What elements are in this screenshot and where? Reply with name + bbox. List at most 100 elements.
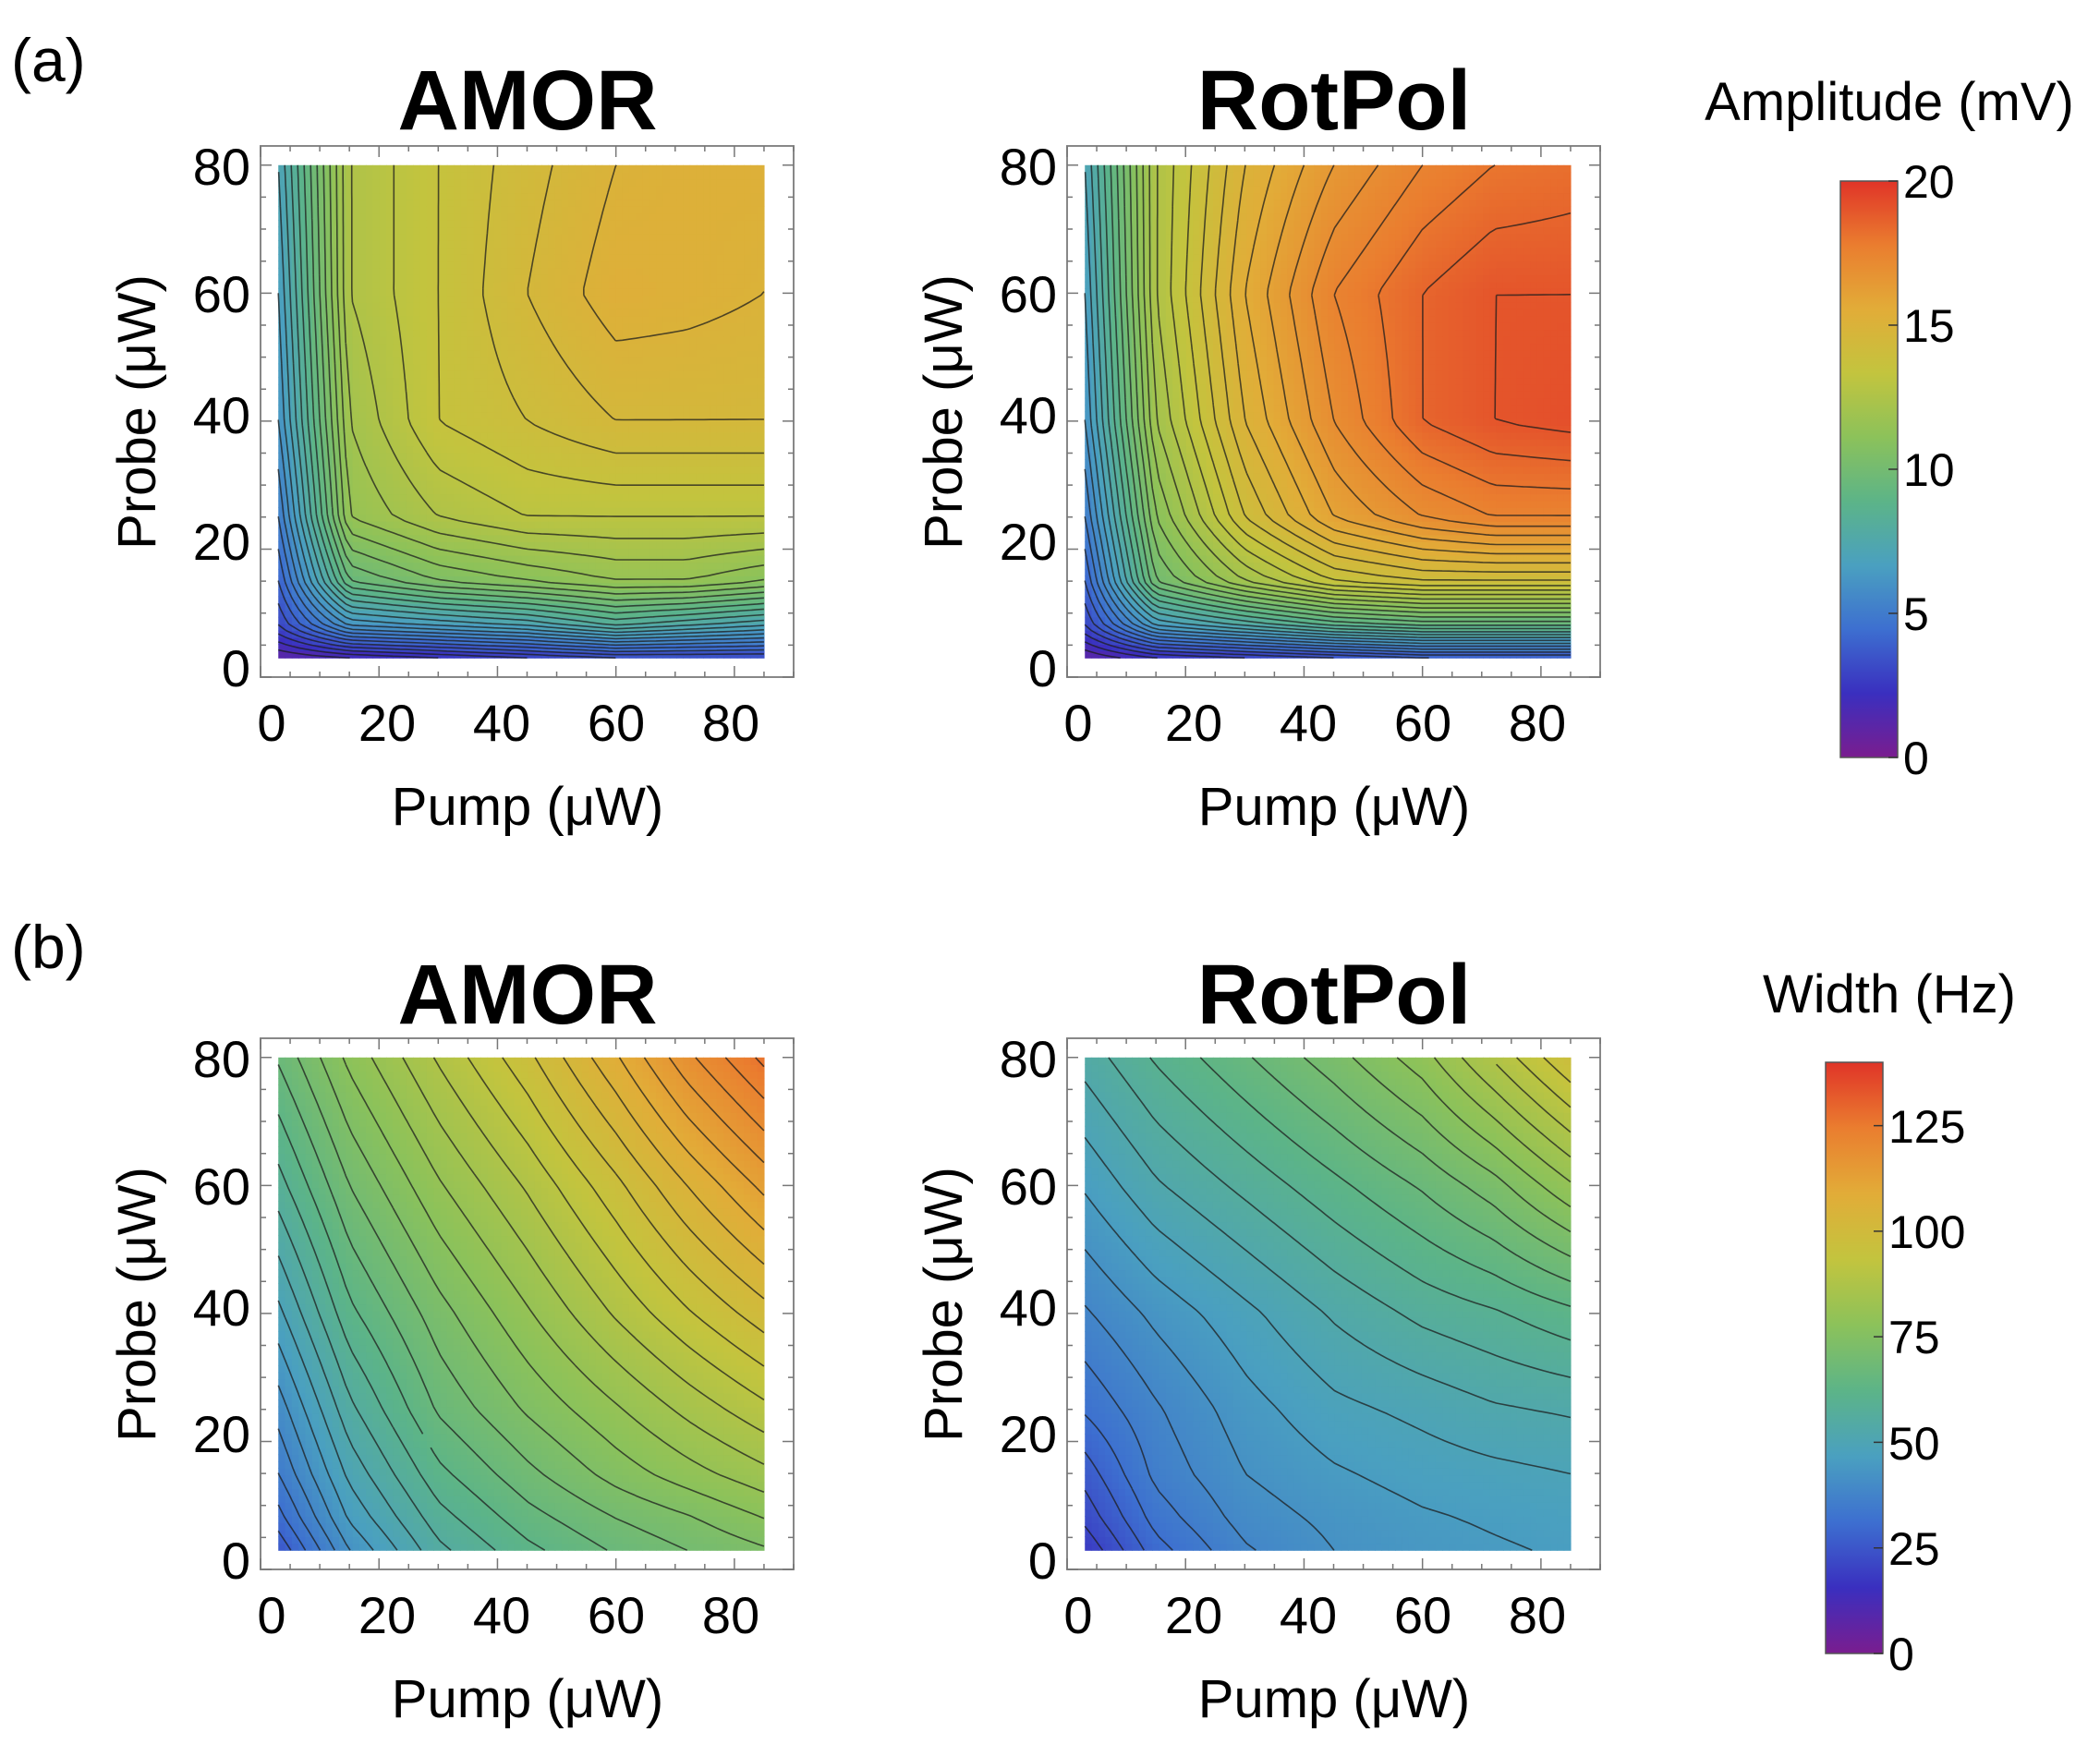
heatmap-cell [352,281,360,289]
heatmap-cell [615,349,624,357]
heatmap-cell [710,562,718,570]
heatmap-cell [419,582,428,590]
heatmap-cell [419,527,428,536]
heatmap-cell [601,260,610,269]
heatmap-cell [426,274,434,283]
heatmap-cell [723,507,732,515]
heatmap-cell [460,192,468,200]
heatmap-cell [480,329,489,337]
heatmap-cell [676,602,684,611]
heatmap-cell [649,418,657,426]
heatmap-cell [615,555,624,563]
heatmap-cell [744,602,751,611]
heatmap-cell [278,630,286,638]
heatmap-cell [433,624,442,632]
heatmap-cell [440,315,448,323]
heatmap-cell [609,274,616,283]
heatmap-cell [298,186,307,194]
heatmap-cell [730,322,738,331]
heatmap-cell [689,391,698,399]
heatmap-cell [710,233,718,241]
heatmap-cell [487,315,495,323]
heatmap-cell [561,487,569,495]
heatmap-cell [473,186,481,194]
heatmap-cell [534,514,542,522]
heatmap-cell [568,636,577,645]
heatmap-cell [311,548,320,556]
heatmap-cell [716,636,724,645]
heatmap-cell [534,377,542,385]
heatmap-cell [649,487,657,495]
heatmap-cell [636,281,644,289]
heatmap-cell [473,541,481,550]
heatmap-cell [346,425,354,433]
heatmap-cell [366,226,374,235]
heatmap-cell [736,186,745,194]
heatmap-cell [521,274,528,283]
heatmap-cell [669,260,677,269]
heatmap-cell [433,315,442,323]
heatmap-cell [656,370,664,379]
heatmap-cell [346,479,354,488]
heatmap-cell [514,322,522,331]
heatmap-cell [757,479,765,488]
heatmap-cell [744,548,751,556]
heatmap-cell [487,568,495,576]
heatmap-cell [554,493,563,502]
heatmap-cell [561,240,569,248]
heatmap-cell [628,473,637,481]
heatmap-cell [568,240,577,248]
heatmap-cell [487,479,495,488]
heatmap-cell [636,541,644,550]
heatmap-cell [454,233,461,241]
heatmap-cell [393,514,401,522]
heatmap-cell [589,220,596,228]
heatmap-cell [528,445,536,454]
heatmap-cell [642,459,650,467]
heatmap-cell [581,336,589,345]
heatmap-cell [501,405,509,413]
heatmap-cell [467,199,475,207]
heatmap-cell [561,226,569,235]
heatmap-cell [736,336,745,345]
heatmap-cell [291,349,299,357]
heatmap-cell [736,383,745,392]
heatmap-cell [683,220,691,228]
heatmap-cell [298,596,307,604]
heatmap-cell [487,199,495,207]
heatmap-cell [460,349,468,357]
heatmap-cell [460,548,468,556]
heatmap-cell [285,445,293,454]
heatmap-cell [332,507,340,515]
heatmap-cell [622,466,630,474]
heatmap-cell [507,650,516,659]
heatmap-cell [426,363,434,371]
heatmap-cell [379,562,387,570]
heatmap-cell [689,336,698,345]
heatmap-cell [628,439,637,447]
heatmap-cell [575,226,583,235]
heatmap-cell [319,206,326,214]
heatmap-cell [568,315,577,323]
heatmap-cell [319,541,326,550]
heatmap-cell [575,493,583,502]
heatmap-cell [352,555,360,563]
heatmap-cell [649,383,657,392]
heatmap-cell [744,322,751,331]
heatmap-cell [601,383,610,392]
heatmap-cell [689,309,698,317]
heatmap-cell [440,301,448,309]
heatmap-cell [285,575,293,584]
heatmap-cell [325,295,334,303]
heatmap-cell [298,178,307,187]
heatmap-cell [669,377,677,385]
heatmap-cell [750,610,759,618]
heatmap-cell [467,527,475,536]
heatmap-cell [589,527,596,536]
heatmap-cell [528,212,536,221]
heatmap-cell [298,534,307,542]
heatmap-cell [723,357,732,365]
heatmap-cell [325,199,334,207]
heatmap-cell [622,329,630,337]
heatmap-cell [689,315,698,323]
